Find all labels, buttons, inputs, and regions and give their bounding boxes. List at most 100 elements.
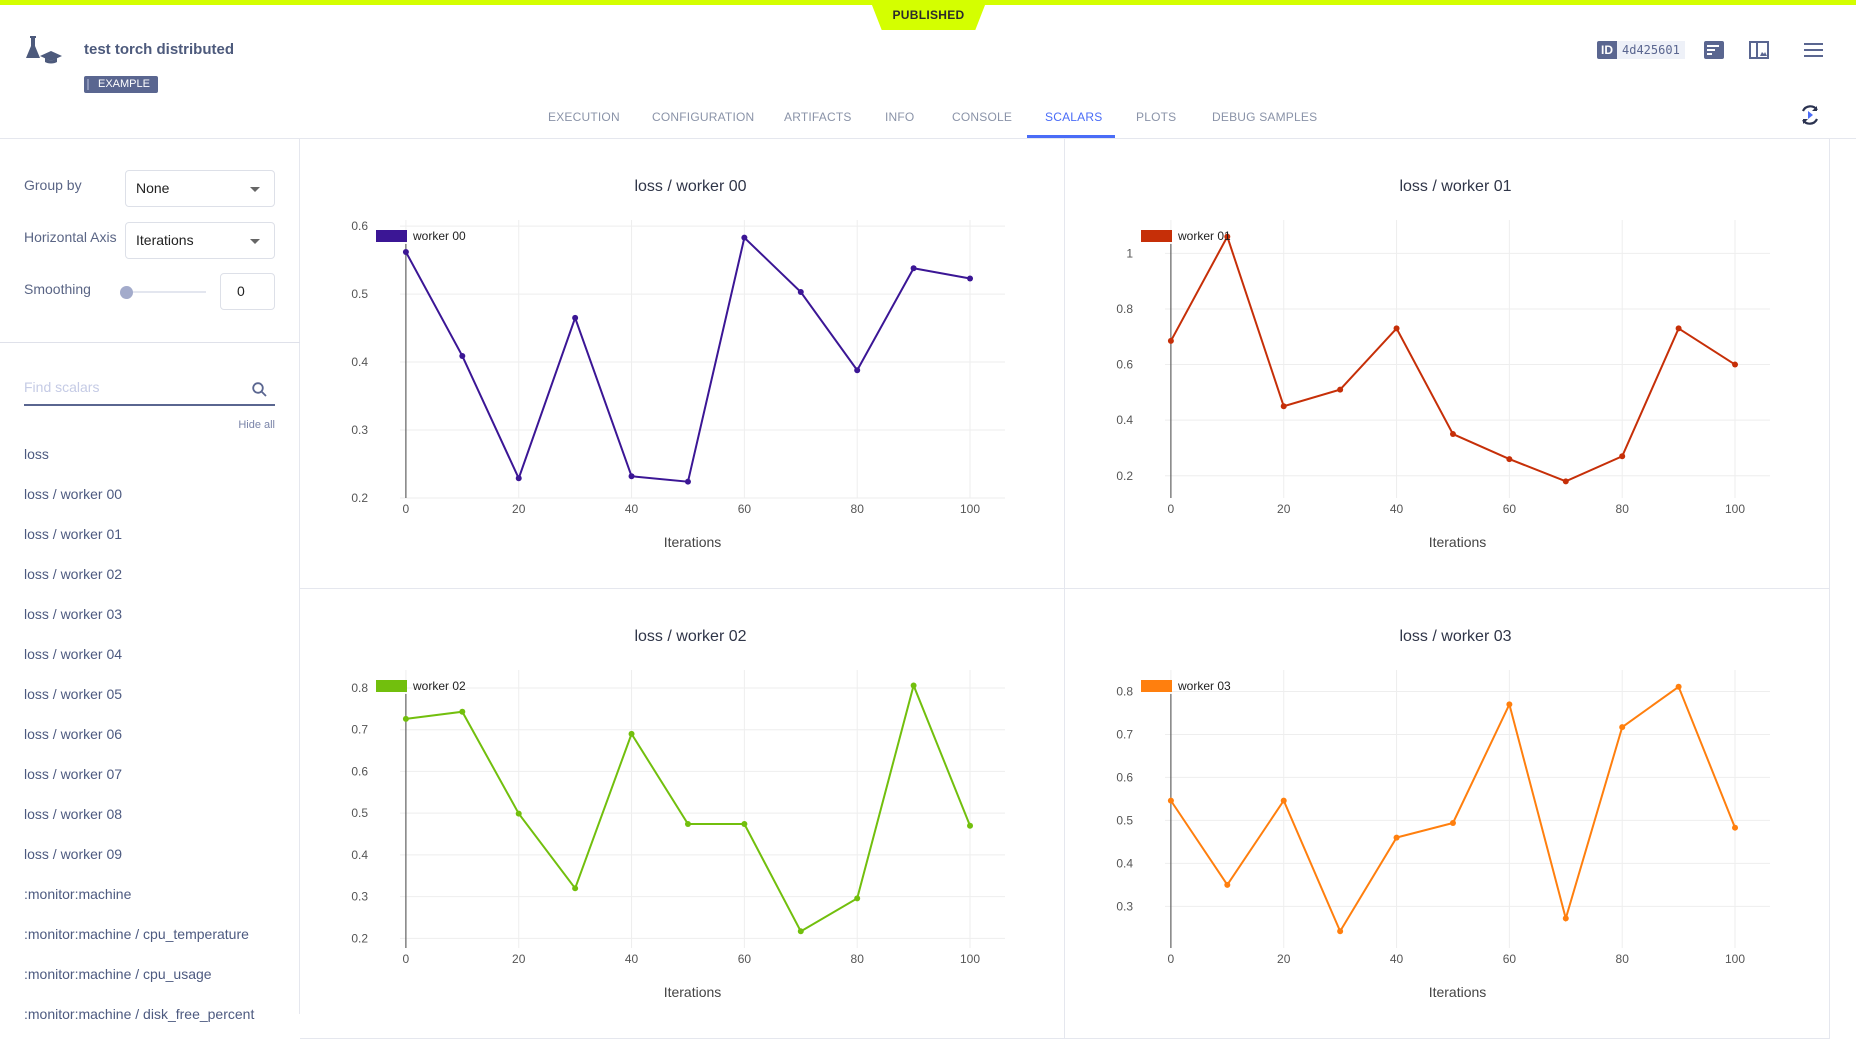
layout-toggle-icon[interactable] xyxy=(1749,41,1769,59)
legend-swatch xyxy=(376,230,407,242)
data-point xyxy=(1619,724,1626,731)
scalar-list-item[interactable]: :monitor:machine / cpu_usage xyxy=(24,966,212,982)
series-line xyxy=(1170,685,1736,934)
x-tick-label: 80 xyxy=(1616,502,1630,516)
line-chart: loss / worker 02 0 20 40 60 80 100 0.2 0.3 0.4 0.5… xyxy=(351,628,1005,1000)
search-icon[interactable] xyxy=(252,382,267,397)
x-tick-label: 60 xyxy=(738,952,752,966)
data-point xyxy=(1675,683,1682,690)
x-tick-label: 60 xyxy=(738,502,752,516)
data-point xyxy=(459,352,466,359)
y-tick-label: 0.5 xyxy=(1116,813,1133,827)
scalar-list-item[interactable]: loss xyxy=(24,446,49,462)
data-point xyxy=(572,885,579,892)
data-point xyxy=(797,928,804,935)
scalar-list-item[interactable]: loss / worker 08 xyxy=(24,806,123,822)
x-tick-label: 20 xyxy=(1277,952,1291,966)
data-point xyxy=(967,275,974,282)
horizontal-axis-select[interactable]: Iterations xyxy=(125,222,275,259)
experiment-id[interactable]: ID 4d425601 xyxy=(1597,41,1685,59)
smoothing-input[interactable]: 0 xyxy=(220,273,275,310)
y-tick-label: 0.3 xyxy=(351,890,368,904)
tab-artifacts[interactable]: ARTIFACTS xyxy=(784,110,852,124)
y-tick-label: 0.6 xyxy=(1116,358,1133,372)
scalar-list-item[interactable]: loss / worker 02 xyxy=(24,566,123,582)
y-tick-label: 0.4 xyxy=(351,355,368,369)
tab-plots[interactable]: PLOTS xyxy=(1136,110,1177,124)
id-value: 4d425601 xyxy=(1617,41,1685,59)
horizontal-axis-label: Horizontal Axis xyxy=(24,229,117,245)
menu-icon[interactable] xyxy=(1804,42,1823,58)
y-tick-label: 0.8 xyxy=(351,681,368,695)
auto-refresh-icon[interactable] xyxy=(1799,104,1821,126)
scalar-list-item[interactable]: :monitor:machine / cpu_temperature xyxy=(24,926,249,942)
data-point xyxy=(1280,403,1287,410)
data-point xyxy=(797,289,804,296)
scalar-list-item[interactable]: loss / worker 09 xyxy=(24,846,123,862)
data-point xyxy=(967,822,974,829)
hide-all-button[interactable]: Hide all xyxy=(238,419,275,431)
tab-console[interactable]: CONSOLE xyxy=(952,110,1013,124)
experiment-title: test torch distributed xyxy=(84,41,235,58)
find-scalars-placeholder: Find scalars xyxy=(24,379,100,395)
series-line xyxy=(405,682,971,933)
data-point xyxy=(1732,824,1739,831)
data-point xyxy=(854,895,861,902)
tab-bar: EXECUTION CONFIGURATION ARTIFACTS INFO C… xyxy=(0,100,1856,138)
scalar-list-item[interactable]: :monitor:machine xyxy=(24,886,132,902)
scalar-list-item[interactable]: loss / worker 00 xyxy=(24,486,123,502)
scalar-list-item[interactable]: loss / worker 01 xyxy=(24,526,123,542)
smoothing-slider[interactable] xyxy=(120,291,206,293)
y-tick-label: 0.3 xyxy=(351,423,368,437)
x-tick-label: 20 xyxy=(512,502,526,516)
legend-swatch xyxy=(376,680,407,692)
legend-swatch xyxy=(1141,680,1172,692)
tab-debug-samples[interactable]: DEBUG SAMPLES xyxy=(1212,110,1318,124)
data-point xyxy=(1337,928,1344,935)
tab-info[interactable]: INFO xyxy=(885,110,915,124)
legend-label: worker 01 xyxy=(1177,229,1231,243)
data-point xyxy=(1393,834,1400,841)
x-axis-label: Iterations xyxy=(1429,534,1487,550)
data-point xyxy=(1449,819,1456,826)
tab-scalars[interactable]: SCALARS xyxy=(1045,110,1103,124)
smoothing-slider-handle[interactable] xyxy=(120,286,133,299)
data-point xyxy=(1562,915,1569,922)
chart-title: loss / worker 02 xyxy=(634,628,746,645)
y-tick-label: 0.8 xyxy=(1116,302,1133,316)
scalar-list-item[interactable]: loss / worker 05 xyxy=(24,686,123,702)
x-tick-label: 100 xyxy=(960,952,980,966)
scalar-list-item[interactable]: loss / worker 03 xyxy=(24,606,123,622)
chart-panel: loss / worker 03 0 20 40 60 80 100 0.3 0.4 0.5 0.6… xyxy=(1065,589,1830,1039)
legend-swatch xyxy=(1141,230,1172,242)
x-tick-label: 60 xyxy=(1503,952,1517,966)
group-by-select[interactable]: None xyxy=(125,170,275,207)
data-point xyxy=(1393,325,1400,332)
scalar-list-item[interactable]: :monitor:machine / disk_free_percent xyxy=(24,1006,255,1022)
y-tick-label: 0.6 xyxy=(1116,770,1133,784)
data-point xyxy=(628,730,635,737)
data-point xyxy=(1280,797,1287,804)
example-badge: EXAMPLE xyxy=(84,76,158,93)
y-tick-label: 0.6 xyxy=(351,219,368,233)
y-tick-label: 0.7 xyxy=(1116,727,1133,741)
active-tab-indicator xyxy=(1027,135,1115,138)
header-divider xyxy=(0,138,1856,139)
data-point xyxy=(1167,797,1174,804)
scalar-list-item[interactable]: loss / worker 04 xyxy=(24,646,123,662)
scalar-list-item[interactable]: loss / worker 07 xyxy=(24,766,123,782)
x-tick-label: 20 xyxy=(512,952,526,966)
x-tick-label: 100 xyxy=(1725,952,1745,966)
find-scalars-input[interactable]: Find scalars xyxy=(24,379,275,406)
x-tick-label: 100 xyxy=(960,502,980,516)
tab-execution[interactable]: EXECUTION xyxy=(548,110,620,124)
line-chart: loss / worker 01 0 20 40 60 80 100 0.2 0.4 0.6 0.8… xyxy=(1116,178,1770,550)
chart-title: loss / worker 01 xyxy=(1399,178,1511,195)
scalar-list-item[interactable]: loss / worker 06 xyxy=(24,726,123,742)
data-point xyxy=(1337,386,1344,393)
experiment-type-icon xyxy=(26,36,62,64)
details-panel-icon[interactable] xyxy=(1704,41,1724,59)
data-point xyxy=(1449,431,1456,438)
x-tick-label: 20 xyxy=(1277,502,1291,516)
tab-configuration[interactable]: CONFIGURATION xyxy=(652,110,755,124)
